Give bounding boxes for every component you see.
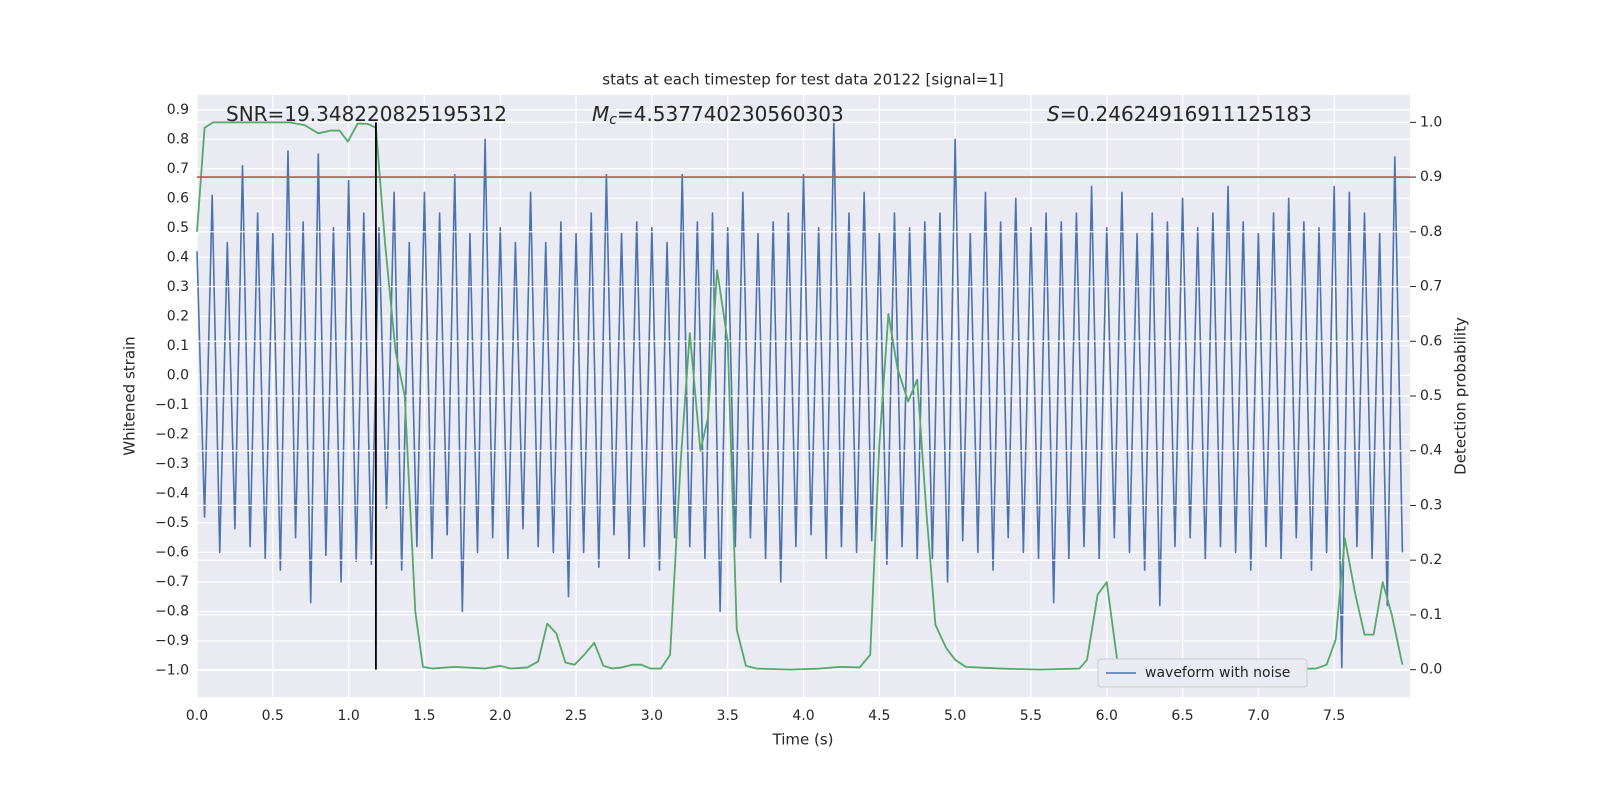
y2-tick-label: 0.5 — [1420, 388, 1442, 404]
y-tick-label: 0.8 — [167, 131, 189, 147]
y-tick-label: −0.5 — [155, 515, 189, 531]
x-tick-label: 4.0 — [792, 708, 814, 724]
legend-box — [1097, 658, 1308, 688]
y-tick-label: −0.9 — [155, 633, 189, 649]
x-tick-label: 6.5 — [1171, 708, 1193, 724]
y-tick-label: −0.6 — [155, 544, 189, 560]
y-tick-label: −0.4 — [155, 485, 189, 501]
x-tick-label: 0.0 — [186, 708, 208, 724]
y-tick-label: 0.2 — [167, 308, 189, 324]
y2-tick-label: 0.4 — [1420, 443, 1442, 459]
y2-tick-label: 0.2 — [1420, 552, 1442, 568]
y2-tick-label: 0.6 — [1420, 333, 1442, 349]
y-tick-label: −1.0 — [155, 662, 189, 678]
x-tick-label: 7.5 — [1323, 708, 1345, 724]
y-axis-label: Whitened strain — [121, 336, 139, 455]
annotation: SNR=19.348220825195312 — [226, 102, 507, 126]
x-tick-label: 5.5 — [1020, 708, 1042, 724]
y2-tick-label: 0.8 — [1420, 224, 1442, 240]
annotation-text: SNR=19.348220825195312 — [226, 102, 507, 126]
x-axis-label: Time (s) — [772, 731, 834, 749]
x-tick-label: 6.0 — [1096, 708, 1118, 724]
annotation: Mc=4.537740230560303 — [592, 102, 844, 129]
annotation-text: =4.537740230560303 — [617, 102, 844, 126]
y-tick-label: −0.8 — [155, 603, 189, 619]
x-tick-label: 4.5 — [868, 708, 890, 724]
x-tick-label: 1.0 — [337, 708, 359, 724]
y2-tick-label: 1.0 — [1420, 114, 1442, 130]
x-tick-label: 5.0 — [944, 708, 966, 724]
y-tick-label: 0.5 — [167, 220, 189, 236]
y2-tick-label: 0.1 — [1420, 607, 1442, 623]
annotation: S=0.24624916911125183 — [1047, 102, 1312, 126]
y-tick-label: 0.1 — [167, 338, 189, 354]
x-tick-label: 0.5 — [262, 708, 284, 724]
y-tick-label: 0.4 — [167, 249, 189, 265]
y-tick-label: 0.6 — [167, 190, 189, 206]
x-tick-label: 2.5 — [565, 708, 587, 724]
y-tick-label: −0.7 — [155, 574, 189, 590]
y-tick-label: −0.2 — [155, 426, 189, 442]
y-tick-label: 0.0 — [167, 367, 189, 383]
legend-label: waveform with noise — [1145, 665, 1290, 681]
x-tick-label: 1.5 — [413, 708, 435, 724]
annotation-text: =0.24624916911125183 — [1060, 102, 1312, 126]
x-tick-label: 7.0 — [1247, 708, 1269, 724]
data-line — [196, 120, 1404, 669]
y2-tick-label: 0.9 — [1420, 169, 1442, 185]
y-tick-label: 0.9 — [167, 102, 189, 118]
x-tick-label: 2.0 — [489, 708, 511, 724]
annotation-symbol: S — [1047, 102, 1060, 126]
y-tick-label: −0.1 — [155, 397, 189, 413]
y-tick-label: −0.3 — [155, 456, 189, 472]
y2-tick-label: 0.3 — [1420, 497, 1442, 513]
y2-axis-label: Detection probability — [1452, 317, 1470, 475]
annotation-subscript: c — [609, 112, 617, 128]
annotation-symbol: M — [592, 102, 609, 126]
y-tick-label: 0.7 — [167, 161, 189, 177]
x-tick-label: 3.5 — [717, 708, 739, 724]
y-tick-label: 0.3 — [167, 279, 189, 295]
chart-title: stats at each timestep for test data 201… — [602, 71, 1003, 89]
y2-tick-label: 0.0 — [1420, 662, 1442, 678]
y2-tick-label: 0.7 — [1420, 279, 1442, 295]
x-tick-label: 3.0 — [641, 708, 663, 724]
